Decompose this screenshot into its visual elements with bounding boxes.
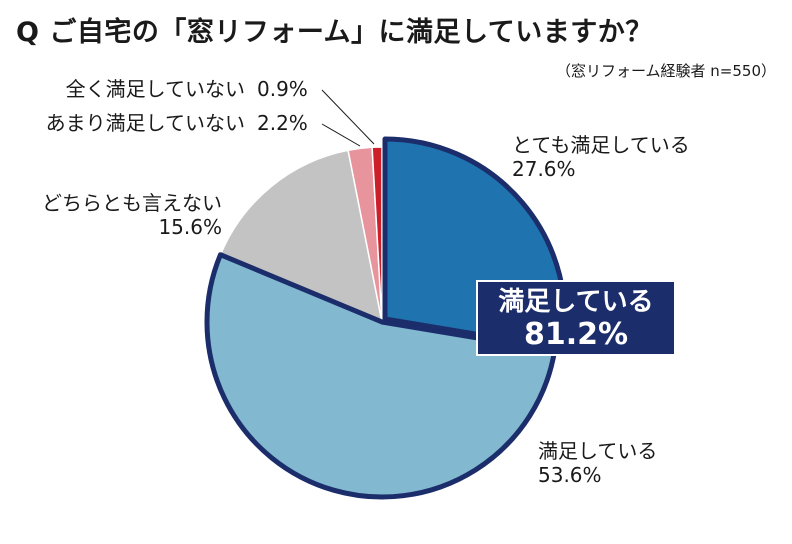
label-not-very-value: 2.2% [257,111,308,135]
chart-subtitle: （窓リフォーム経験者 n=550） [555,62,776,80]
pie-slices [206,138,566,498]
label-not-at-all-value: 0.9% [257,77,308,101]
callout-label: 満足している [498,287,654,317]
label-satisfied-name: 満足している [538,439,657,463]
chart-title: Q ご自宅の「窓リフォーム」に満足していますか？ [16,17,653,48]
callout-value: 81.2% [523,317,629,352]
label-very-satisfied-value: 27.6% [512,157,576,181]
label-satisfied-value: 53.6% [538,463,602,487]
satisfied-outline [204,252,558,500]
label-neutral-name: どちらとも言えない [42,191,222,215]
leader-line-not-very [321,123,361,147]
slice-neutral [219,149,384,324]
label-neutral-value: 15.6% [158,215,222,239]
leader-line-not-at-all [321,89,375,145]
slice-not-at-all-satisfied [371,146,383,323]
label-very-satisfied-name: とても満足している [512,133,690,157]
label-not-at-all-name: 全く満足していない [66,77,245,101]
label-not-very-name: あまり満足していない [46,111,245,135]
satisfied-total-callout: 満足している 81.2% [476,280,676,356]
